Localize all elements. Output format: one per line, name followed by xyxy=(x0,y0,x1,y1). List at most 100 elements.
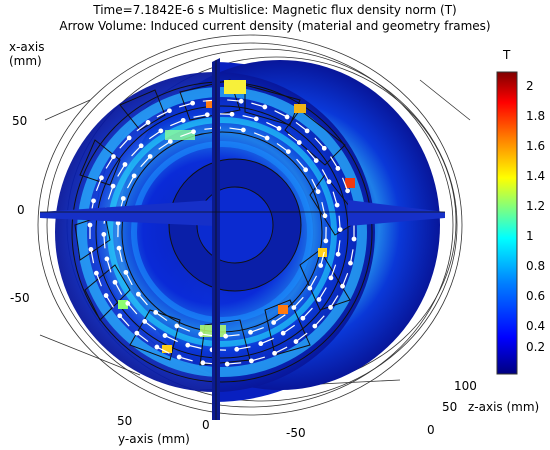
colorbar-tick: 1.4 xyxy=(526,169,546,183)
colorbar-tick: 0.6 xyxy=(526,289,546,303)
current-arrow-head xyxy=(248,329,253,335)
current-arrow-head xyxy=(318,263,324,268)
z-axis-label: z-axis (mm) xyxy=(468,400,540,414)
current-arrow-head xyxy=(293,339,299,344)
current-arrow-head xyxy=(110,183,116,189)
current-arrow-head xyxy=(223,333,229,339)
current-arrow-head xyxy=(138,143,144,149)
current-arrow-head xyxy=(258,341,264,347)
current-arrow-head xyxy=(291,305,297,310)
x-axis-label: x-axis xyxy=(9,40,45,54)
current-arrow-head xyxy=(142,319,148,324)
current-arrow-head xyxy=(116,245,122,251)
current-arrow-head xyxy=(125,300,131,306)
colorbar-tick: 0.2 xyxy=(526,340,546,354)
current-arrow-head xyxy=(153,310,159,315)
current-arrow-head xyxy=(315,189,321,195)
current-arrow-head xyxy=(337,227,343,233)
current-arrow-head xyxy=(296,140,302,145)
current-arrow-head xyxy=(276,126,282,131)
colorbar-tick: 1.2 xyxy=(526,199,546,213)
current-arrow-head xyxy=(101,231,107,237)
current-arrow-head xyxy=(321,145,327,151)
x-axis-tick: 50 xyxy=(12,114,28,128)
current-arrow-head xyxy=(93,270,99,276)
current-arrow-head xyxy=(334,202,340,208)
y-axis-tick: 50 xyxy=(117,414,133,428)
current-arrow-head xyxy=(120,196,126,201)
current-arrow-head xyxy=(312,323,318,329)
current-arrow-head xyxy=(271,320,277,325)
current-arrow-head xyxy=(328,275,334,281)
current-arrow-head xyxy=(135,291,141,297)
current-arrow-head xyxy=(198,331,204,337)
y-axis-label: y-axis (mm) xyxy=(118,432,190,446)
current-arrow-head xyxy=(204,112,210,118)
current-arrow-head xyxy=(335,166,341,171)
current-arrow-head xyxy=(300,315,306,321)
x-axis-tick: -50 xyxy=(10,291,30,305)
current-arrow-head xyxy=(284,114,290,120)
current-arrow-head xyxy=(185,342,191,348)
current-arrow-head xyxy=(123,269,129,275)
current-arrow-head xyxy=(200,360,206,366)
current-arrow-head xyxy=(180,117,186,123)
colorbar-tick: 0.4 xyxy=(526,319,546,333)
y-axis-tick: -50 xyxy=(286,426,306,440)
current-arrow-head xyxy=(154,344,160,350)
current-arrow-head xyxy=(134,330,140,336)
current-density-arrows xyxy=(87,97,357,367)
current-arrow-head xyxy=(264,135,270,141)
current-arrow-head xyxy=(335,251,341,257)
colorbar-tick: 1.8 xyxy=(526,109,546,123)
current-arrow-head xyxy=(191,129,196,135)
current-arrow-head xyxy=(115,220,121,226)
current-arrow-head xyxy=(303,167,309,173)
z-axis-tick: 50 xyxy=(442,400,458,414)
current-arrow-head xyxy=(162,333,168,338)
current-arrow-head xyxy=(238,98,244,104)
current-arrow-head xyxy=(272,350,277,356)
current-arrow-head xyxy=(351,236,357,242)
current-arrow-head xyxy=(248,358,254,364)
z-axis-tick: 0 xyxy=(427,423,435,437)
current-arrow-head xyxy=(147,154,153,159)
colorbar-tick: 0.8 xyxy=(526,259,546,273)
current-arrow-head xyxy=(145,120,151,125)
current-arrow-head xyxy=(224,361,230,367)
current-arrow-head xyxy=(322,213,328,219)
current-arrow-head xyxy=(234,346,240,352)
current-arrow-head xyxy=(126,135,132,141)
x-axis-unit: (mm) xyxy=(9,54,42,68)
current-arrow-head xyxy=(131,173,137,179)
current-arrow-head xyxy=(174,323,180,329)
current-arrow-head xyxy=(304,128,310,134)
colorbar-tick: 1.6 xyxy=(526,139,546,153)
current-arrow-head xyxy=(190,100,196,106)
current-arrow-head xyxy=(307,285,313,291)
colorbar-unit: T xyxy=(503,48,511,62)
current-arrow-head xyxy=(112,279,118,285)
current-arrow-head xyxy=(316,297,322,302)
current-arrow-head xyxy=(104,256,110,262)
current-arrow-head xyxy=(158,128,164,134)
current-arrow-head xyxy=(262,104,268,110)
colorbar-ramp xyxy=(497,72,517,374)
flux-hotspots xyxy=(118,80,355,353)
current-arrow-head xyxy=(167,108,172,114)
current-arrow-head xyxy=(326,179,332,185)
y-axis-tick: 0 xyxy=(202,418,210,432)
current-arrow-head xyxy=(280,330,286,336)
current-arrow-head xyxy=(348,260,353,266)
current-arrow-head xyxy=(240,127,246,133)
slice-planes xyxy=(40,58,445,420)
current-arrow-head xyxy=(111,154,116,159)
current-arrow-head xyxy=(167,139,173,144)
current-arrow-head xyxy=(253,116,259,122)
current-arrow-head xyxy=(285,149,291,154)
current-arrow-head xyxy=(87,222,93,228)
plot-title-line-1: Time=7.1842E-6 s Multislice: Magnetic fl… xyxy=(93,3,457,17)
current-arrow-head xyxy=(88,246,94,252)
current-arrow-head xyxy=(313,158,319,164)
